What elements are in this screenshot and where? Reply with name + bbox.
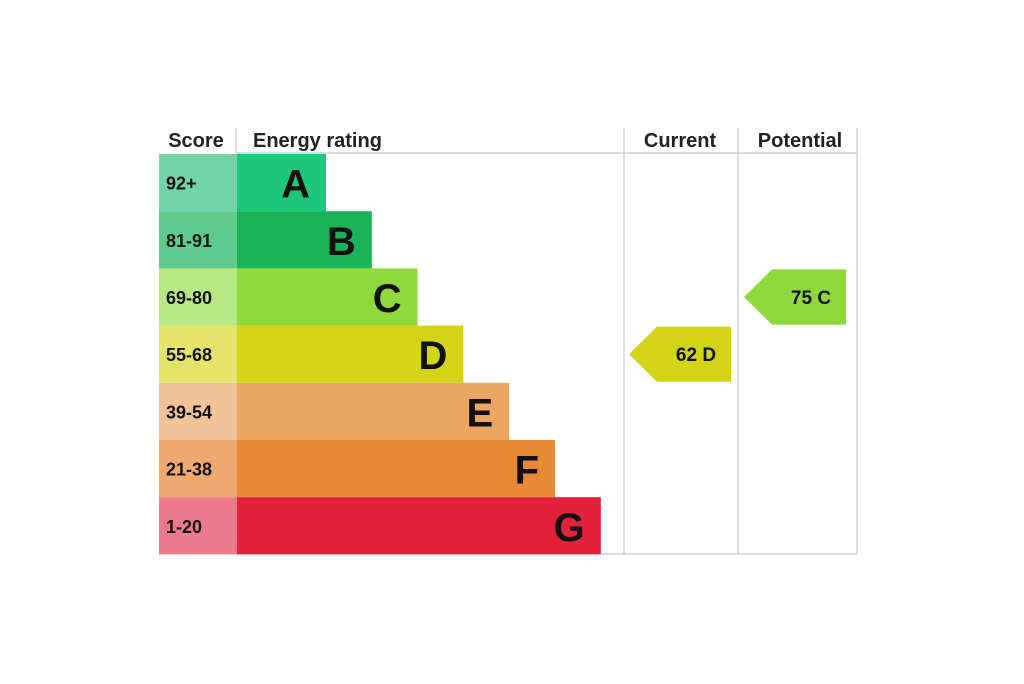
rating-bar-f [237, 440, 555, 498]
rating-bar-b [237, 211, 372, 269]
energy-rating-header: Energy rating [253, 130, 382, 152]
rating-bar-c [237, 268, 418, 326]
current-rating-label: 62 D [676, 345, 716, 366]
potential-arrow [744, 269, 846, 325]
score-header: Score [168, 130, 224, 152]
score-cell-b [159, 211, 237, 269]
score-cell-g [159, 497, 237, 555]
potential-header: Potential [758, 130, 842, 152]
score-range-a: 92+ [166, 174, 197, 194]
rating-letter-e: E [467, 391, 494, 435]
score-range-d: 55-68 [166, 345, 212, 365]
current-arrow [629, 326, 731, 382]
score-range-b: 81-91 [166, 231, 212, 251]
rating-letter-c: C [373, 277, 402, 321]
potential-rating-label: 75 C [791, 288, 831, 309]
score-cell-c [159, 268, 237, 326]
rating-bands: 92+ A 81-91 B 69-80 C 55-68 D 39-54 E 21-38 F 1-20 G [159, 154, 601, 555]
rating-letter-a: A [281, 163, 310, 207]
score-cell-a [159, 154, 237, 212]
rating-letter-g: G [554, 506, 585, 550]
rating-letter-b: B [327, 220, 356, 264]
rating-bar-d [237, 325, 464, 383]
score-cell-e [159, 382, 237, 440]
score-range-f: 21-38 [166, 460, 212, 480]
rating-letter-d: D [419, 334, 448, 378]
current-header: Current [644, 130, 717, 152]
score-cell-f [159, 440, 237, 498]
score-range-c: 69-80 [166, 288, 212, 308]
rating-bar-g [237, 497, 601, 555]
rating-arrows: 62 D 75 C [629, 269, 846, 382]
score-range-e: 39-54 [166, 402, 212, 422]
score-range-g: 1-20 [166, 517, 202, 537]
rating-bar-e [237, 382, 510, 440]
rating-letter-f: F [515, 449, 539, 493]
score-cell-d [159, 325, 237, 383]
rating-bar-a [237, 154, 326, 212]
